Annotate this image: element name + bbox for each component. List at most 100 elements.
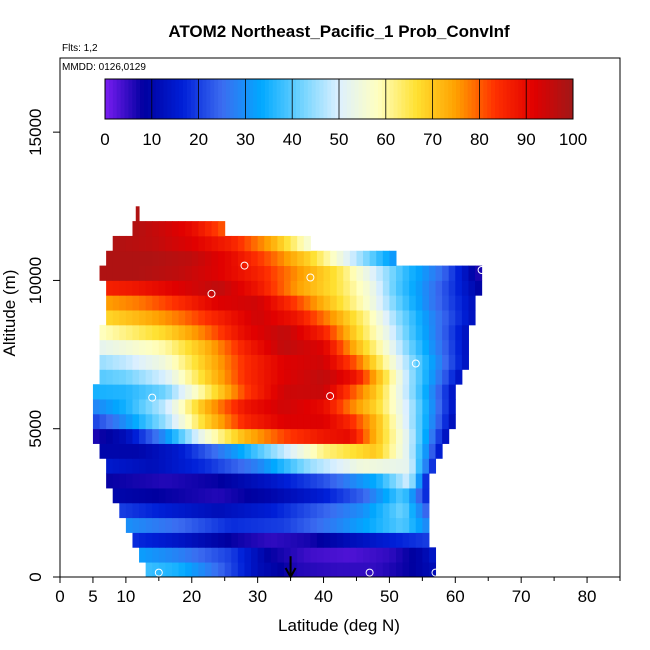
heatmap-cell (231, 473, 239, 489)
heatmap-cell (336, 265, 344, 281)
heatmap-cell (231, 324, 239, 341)
heatmap-cell (396, 458, 404, 474)
heatmap-cell (139, 265, 147, 281)
heatmap-cell (415, 458, 423, 474)
heatmap-cell (191, 280, 199, 296)
heatmap-cell (132, 458, 140, 474)
heatmap-cell (310, 339, 318, 355)
heatmap-cell (237, 235, 245, 252)
heatmap-cell (139, 443, 147, 459)
heatmap-cell (257, 384, 265, 400)
heatmap-cell (172, 324, 180, 341)
heatmap-cell (336, 458, 344, 474)
heatmap-cell (382, 399, 390, 415)
heatmap-cell (178, 280, 186, 296)
heatmap-cell (356, 532, 364, 548)
heatmap-cell (369, 532, 377, 548)
heatmap-cell (119, 488, 127, 504)
heatmap-cell (277, 339, 285, 355)
colorbar-segment (545, 79, 551, 119)
heatmap-cell (376, 502, 384, 519)
heatmap-cell (277, 562, 285, 578)
heatmap-cell (251, 339, 259, 355)
heatmap-cell (139, 428, 147, 444)
heatmap-cell (145, 295, 153, 311)
heatmap-cell (277, 235, 285, 252)
heatmap-cell (303, 399, 311, 415)
heatmap-cell (316, 517, 325, 533)
heatmap-cell (343, 458, 351, 474)
sample-marker (75, 269, 84, 277)
heatmap-cell (349, 428, 357, 444)
colorbar-segment (354, 79, 359, 119)
heatmap-cell (198, 310, 206, 326)
heatmap-cell (382, 517, 390, 533)
heatmap-cell (290, 369, 298, 385)
heatmap-cell (211, 399, 219, 415)
heatmap-cell (152, 532, 160, 548)
heatmap-cell (106, 265, 114, 281)
heatmap-cell (303, 547, 311, 563)
heatmap-cell (475, 280, 483, 296)
heatmap-cell (218, 324, 226, 341)
heatmap-cell (290, 339, 298, 355)
colorbar-tick-label: 10 (142, 130, 161, 149)
heatmap-cell (396, 384, 404, 400)
colorbar-segment (237, 79, 242, 119)
heatmap-cell (224, 369, 232, 385)
heatmap-cell (435, 384, 443, 400)
heatmap-cell (145, 473, 153, 489)
heatmap-cell (277, 310, 285, 326)
heatmap-cell (323, 324, 331, 341)
heatmap-cell (448, 369, 456, 385)
heatmap-cell (99, 265, 107, 281)
heatmap-cell (310, 354, 318, 370)
heatmap-cell (428, 295, 437, 311)
colorbar-segment (448, 79, 453, 119)
heatmap-cell (198, 265, 206, 281)
heatmap-cell (231, 369, 239, 385)
heatmap-cell (290, 502, 298, 519)
heatmap-cell (106, 280, 114, 296)
heatmap-cell (349, 295, 357, 311)
heatmap-cell (422, 562, 430, 578)
heatmap-cell (448, 339, 456, 355)
heatmap-cell (158, 384, 166, 400)
heatmap-cell (132, 517, 140, 533)
heatmap-cell (297, 443, 305, 459)
heatmap-cell (244, 399, 252, 415)
x-tick-label: 60 (446, 587, 465, 606)
heatmap-cell (290, 354, 298, 370)
heatmap-cell (125, 443, 133, 459)
heatmap-cell (112, 324, 120, 341)
heatmap-cell (277, 502, 285, 519)
heatmap-cell (237, 488, 245, 504)
heatmap-cell (165, 517, 173, 533)
heatmap-cell (284, 310, 292, 326)
heatmap-cell (152, 235, 160, 252)
heatmap-cell (218, 250, 226, 266)
heatmap-cell (204, 280, 213, 296)
heatmap-cell (218, 547, 226, 563)
heatmap-cell (270, 488, 278, 504)
heatmap-cell (316, 280, 325, 296)
heatmap-cell (310, 310, 318, 326)
heatmap-cell (376, 354, 384, 370)
heatmap-cell (119, 295, 127, 311)
heatmap-cell (125, 250, 133, 266)
heatmap-cell (145, 532, 153, 548)
heatmap-cell (231, 547, 239, 563)
heatmap-cell (349, 399, 357, 415)
colorbar-segment (506, 79, 512, 119)
heatmap-cell (316, 443, 325, 459)
colorbar-segment (495, 79, 500, 119)
heatmap-cell (284, 250, 292, 266)
heatmap-cell (211, 473, 219, 489)
heatmap-cell (343, 295, 351, 311)
heatmap-cell (152, 310, 160, 326)
heatmap-cell (218, 310, 226, 326)
heatmap-cell (204, 354, 213, 370)
colorbar-segment (362, 79, 367, 119)
colorbar-segment (214, 79, 219, 119)
heatmap-cell (461, 265, 469, 281)
